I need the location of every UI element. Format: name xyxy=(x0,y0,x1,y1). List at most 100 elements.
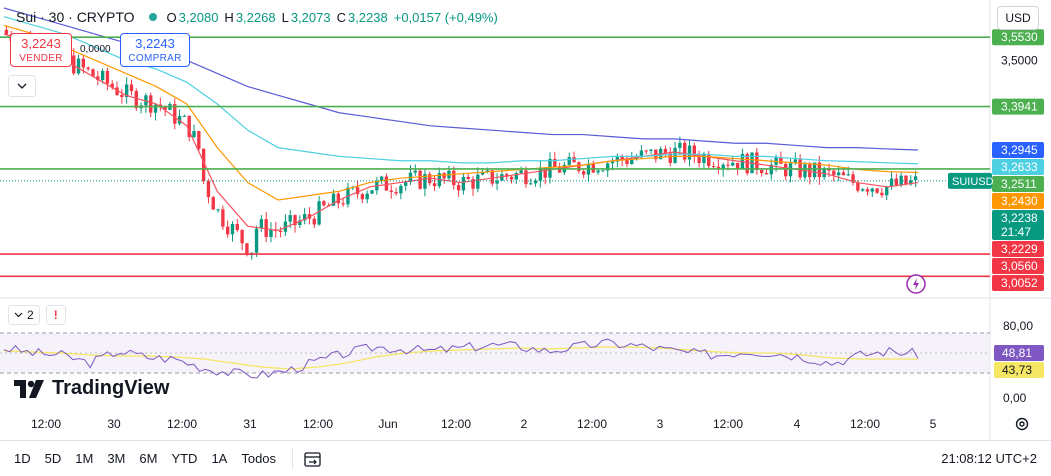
moving-average-line xyxy=(3,33,919,232)
candle-body xyxy=(211,197,215,210)
candle-body xyxy=(865,189,870,192)
warning-icon[interactable]: ! xyxy=(45,305,66,325)
candle-body xyxy=(697,156,701,163)
indicator-pane-controls: 2 ! xyxy=(8,305,66,325)
buy-button[interactable]: 3,2243 COMPRAR xyxy=(120,33,190,67)
candle-body xyxy=(370,190,374,194)
low-label: L xyxy=(281,9,289,25)
time-tick-label: 12:00 xyxy=(303,417,333,431)
change-value: +0,0157 (+0,49%) xyxy=(393,9,498,25)
candle-body xyxy=(856,182,860,191)
time-tick-label: 5 xyxy=(930,417,937,431)
candle-body xyxy=(726,164,730,166)
timeframe-3m[interactable]: 3M xyxy=(107,451,126,466)
price-label-box xyxy=(992,210,1044,241)
candle-body xyxy=(673,147,677,163)
sell-button[interactable]: 3,2243 VENDER xyxy=(10,33,72,67)
candle-body xyxy=(476,174,480,189)
time-tick-label: Jun xyxy=(378,417,397,431)
candle-body xyxy=(909,180,913,185)
candle-body xyxy=(4,29,9,35)
candle-body xyxy=(149,95,153,113)
candle-body xyxy=(735,162,740,170)
candle-body xyxy=(322,201,326,206)
timeframe-ytd[interactable]: YTD xyxy=(171,451,198,466)
price-label-box xyxy=(992,29,1044,46)
candle-body xyxy=(389,190,393,192)
candle-body xyxy=(413,170,417,173)
price-label-box xyxy=(992,193,1044,210)
candle-body xyxy=(158,104,163,107)
candle-body xyxy=(379,176,384,181)
candle-body xyxy=(731,162,735,166)
candle-body xyxy=(110,83,114,88)
candle-body xyxy=(153,104,158,113)
time-tick-label: 12:00 xyxy=(31,417,61,431)
time-tick-label: 3 xyxy=(657,417,664,431)
close-label: C xyxy=(336,9,346,25)
timeframe-all[interactable]: Todos xyxy=(241,451,277,466)
high-value: 3,2268 xyxy=(235,9,276,25)
timeframe-1a[interactable]: 1A xyxy=(211,451,228,466)
candle-body xyxy=(875,188,879,193)
candle-body xyxy=(298,220,302,225)
collapse-button[interactable] xyxy=(8,75,36,97)
clock-text[interactable]: 21:08:12 UTC+2 xyxy=(941,451,1037,466)
candle-body xyxy=(466,176,470,180)
candle-body xyxy=(880,192,884,196)
candle-body xyxy=(591,163,595,173)
rsi-value-text: 48,81 xyxy=(1002,346,1032,360)
candle-body xyxy=(221,209,225,227)
flash-icon[interactable] xyxy=(905,273,927,295)
candle-body xyxy=(663,148,668,154)
timeframe-6m[interactable]: 6M xyxy=(139,451,158,466)
rsi-tick-label: 0,00 xyxy=(1003,391,1027,405)
market-status-dot xyxy=(148,13,157,21)
candle-body xyxy=(495,180,499,184)
buy-label: COMPRAR xyxy=(128,53,182,64)
date-range-icon[interactable] xyxy=(303,450,323,468)
tradingview-logo[interactable]: TradingView xyxy=(14,377,169,400)
candle-body xyxy=(490,170,494,184)
candle-body xyxy=(187,115,191,138)
candle-body xyxy=(485,170,490,172)
candle-body xyxy=(432,183,437,187)
candle-body xyxy=(240,229,244,244)
rsi-tick-label: 80,00 xyxy=(1003,319,1033,333)
time-tick-label: 2 xyxy=(521,417,528,431)
gear-icon[interactable] xyxy=(1014,416,1030,432)
close-value: 3,2238 xyxy=(347,9,388,25)
candle-body xyxy=(716,166,721,170)
symbol-title[interactable]: Sui · 30 · CRYPTO xyxy=(16,9,135,25)
candle-body xyxy=(644,150,648,152)
candle-body xyxy=(81,58,86,68)
candle-body xyxy=(538,167,543,181)
candle-body xyxy=(817,162,822,178)
candle-body xyxy=(836,172,841,176)
price-label-text: 3,5530 xyxy=(1001,30,1038,44)
candle-body xyxy=(105,70,110,84)
candle-body xyxy=(120,94,124,97)
candle-body xyxy=(543,167,547,178)
timeframe-1d[interactable]: 1D xyxy=(14,451,31,466)
candle-body xyxy=(702,154,706,163)
candle-body xyxy=(115,87,119,95)
currency-select[interactable]: USD xyxy=(997,6,1039,30)
candle-body xyxy=(514,173,519,180)
candle-body xyxy=(630,158,634,164)
candle-body xyxy=(76,58,81,74)
candle-body xyxy=(341,203,345,205)
price-label-text: 3,2945 xyxy=(1001,143,1038,157)
time-tick-label: 12:00 xyxy=(441,417,471,431)
candle-body xyxy=(779,157,783,164)
candle-body xyxy=(336,193,341,204)
currency-label: USD xyxy=(1005,11,1031,25)
indicator-count-button[interactable]: 2 xyxy=(8,305,40,325)
candle-body xyxy=(524,170,528,185)
candle-body xyxy=(764,173,769,175)
rsi-line xyxy=(3,338,919,379)
sell-price: 3,2243 xyxy=(21,36,61,51)
timeframe-1m[interactable]: 1M xyxy=(75,451,94,466)
timeframe-5d[interactable]: 5D xyxy=(44,451,62,466)
